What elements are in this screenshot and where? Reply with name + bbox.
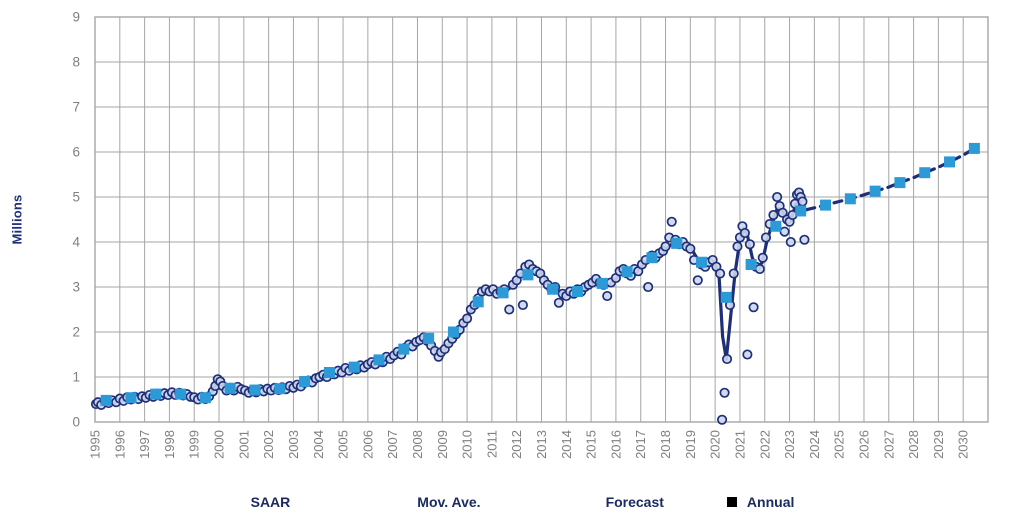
dashed-line-marker-icon — [543, 498, 597, 506]
svg-text:2015: 2015 — [584, 430, 599, 459]
svg-text:2: 2 — [72, 325, 80, 340]
svg-text:2030: 2030 — [956, 430, 971, 459]
svg-text:2010: 2010 — [460, 430, 475, 459]
solid-line-marker-icon — [352, 498, 408, 506]
svg-text:1999: 1999 — [187, 430, 202, 459]
plot-border — [94, 16, 989, 423]
svg-text:7: 7 — [72, 100, 80, 115]
plot-area: 0 1 2 3 4 5 6 7 8 9 1995 1996 1997 1998 1999 2000 2001 20… — [72, 10, 989, 459]
svg-text:2004: 2004 — [311, 430, 326, 459]
gridlines — [94, 16, 989, 423]
svg-text:1996: 1996 — [112, 430, 127, 459]
svg-text:4: 4 — [72, 235, 80, 250]
svg-text:2027: 2027 — [881, 430, 896, 459]
legend-item-mov-ave: Mov. Ave. — [352, 494, 480, 510]
svg-text:1998: 1998 — [162, 430, 177, 459]
legend-item-saar: SAAR — [230, 494, 291, 510]
y-axis-tick-labels: 0 1 2 3 4 5 6 7 8 9 — [72, 10, 80, 430]
svg-text:2012: 2012 — [509, 430, 524, 459]
legend-item-forecast: Forecast — [543, 494, 664, 510]
svg-text:5: 5 — [72, 190, 80, 205]
svg-text:2000: 2000 — [212, 430, 227, 459]
x-axis-tick-labels: 1995 1996 1997 1998 1999 2000 2001 2002 2003 2004… — [88, 430, 971, 459]
annual-square-marker-icon — [726, 496, 738, 508]
svg-text:2029: 2029 — [931, 430, 946, 459]
svg-text:2003: 2003 — [286, 430, 301, 459]
svg-text:3: 3 — [72, 280, 80, 295]
svg-text:2020: 2020 — [708, 430, 723, 459]
svg-text:2005: 2005 — [336, 430, 351, 459]
legend-label-forecast: Forecast — [605, 494, 664, 510]
svg-text:2011: 2011 — [484, 430, 499, 458]
svg-text:1: 1 — [72, 370, 80, 385]
saar-circle-marker-icon — [230, 496, 242, 508]
svg-text:2006: 2006 — [360, 430, 375, 459]
annual-square-points — [100, 142, 980, 406]
svg-text:2019: 2019 — [683, 430, 698, 459]
svg-text:2009: 2009 — [435, 430, 450, 459]
svg-text:2013: 2013 — [534, 430, 549, 459]
svg-text:2024: 2024 — [807, 430, 822, 459]
legend-label-mov-ave: Mov. Ave. — [417, 494, 481, 510]
svg-text:1995: 1995 — [88, 430, 103, 459]
svg-text:2023: 2023 — [782, 430, 797, 459]
legend-item-annual: Annual — [726, 494, 794, 510]
saar-scatter-points — [90, 187, 810, 425]
svg-text:2028: 2028 — [906, 430, 921, 459]
legend-label-saar: SAAR — [250, 494, 291, 510]
mov-ave-line — [93, 199, 809, 406]
forecast-line — [805, 145, 980, 212]
svg-text:2017: 2017 — [633, 430, 648, 459]
svg-text:2008: 2008 — [410, 430, 425, 459]
legend: SAAR Mov. Ave. Forecast Annual — [0, 484, 1024, 520]
svg-text:0: 0 — [72, 415, 80, 430]
svg-text:2014: 2014 — [559, 430, 574, 459]
svg-text:2022: 2022 — [757, 430, 772, 459]
svg-text:2025: 2025 — [832, 430, 847, 459]
svg-text:8: 8 — [72, 55, 80, 70]
svg-text:9: 9 — [72, 10, 80, 25]
legend-label-annual: Annual — [746, 494, 795, 510]
svg-text:2007: 2007 — [385, 430, 400, 459]
svg-text:2002: 2002 — [261, 430, 276, 459]
svg-text:2026: 2026 — [856, 430, 871, 459]
svg-text:2021: 2021 — [732, 430, 747, 459]
svg-text:6: 6 — [72, 145, 80, 160]
svg-text:2001: 2001 — [236, 430, 251, 459]
svg-text:2018: 2018 — [658, 430, 673, 459]
svg-text:1997: 1997 — [137, 430, 152, 459]
svg-text:2016: 2016 — [608, 430, 623, 459]
